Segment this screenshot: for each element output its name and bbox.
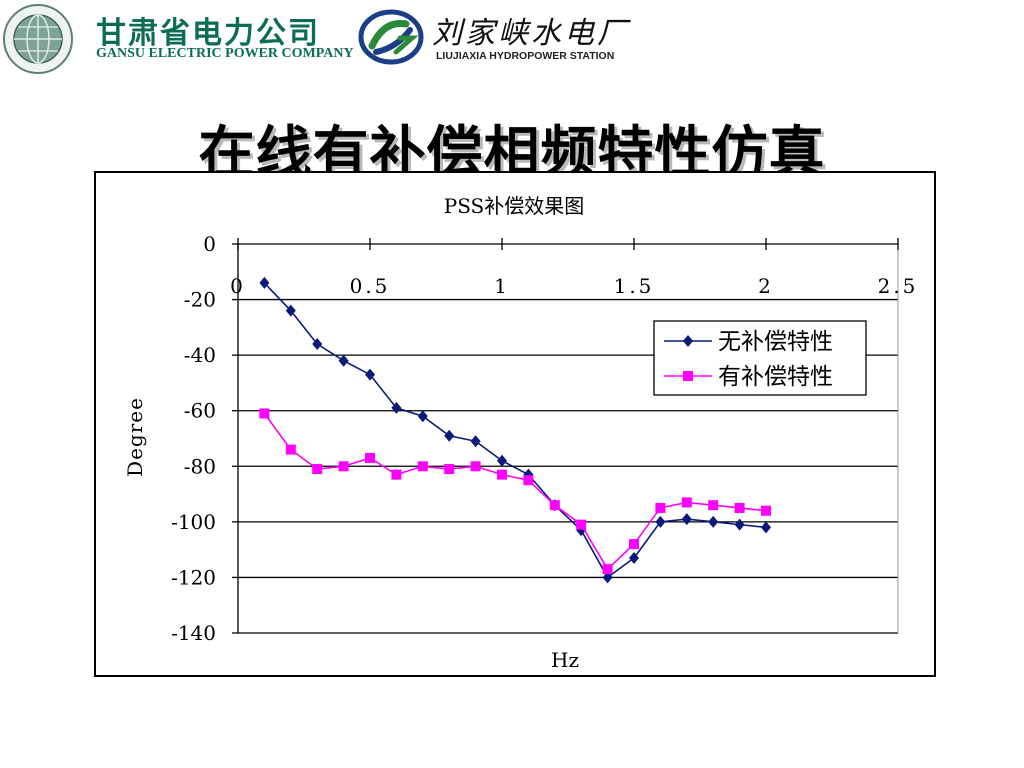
data-point [655, 515, 666, 528]
data-point [734, 502, 745, 513]
y-tick-label: -60 [184, 399, 216, 423]
data-point [391, 469, 402, 480]
station-name-cn: 刘家峡水电厂 [432, 16, 630, 51]
data-point [734, 518, 745, 531]
legend-label: 有补偿特性 [718, 364, 833, 390]
y-tick-label: -40 [184, 343, 216, 367]
chart-frame: PSS补偿效果图 Degree Hz 0 -20 -40 -60 -80 -100 -120… [94, 171, 936, 677]
pss-compensation-chart: PSS补偿效果图 Degree Hz 0 -20 -40 -60 -80 -100 -120… [123, 194, 919, 672]
gridlines [238, 243, 898, 634]
data-point [497, 469, 507, 480]
data-point [312, 464, 323, 475]
y-tick-label: -80 [184, 454, 216, 478]
series-2 [259, 408, 771, 575]
y-tick-label: -140 [171, 621, 216, 645]
data-point [338, 461, 349, 472]
data-point [681, 497, 692, 508]
axes: 0 -20 -40 -60 -80 -100 -120 -140 0 0.5 1 1.5 2 2.5 [171, 232, 919, 645]
data-point [655, 502, 666, 513]
data-point [285, 444, 296, 455]
station-name-en: LIUJIAXIA HYDROPOWER STATION [436, 50, 615, 62]
data-point [365, 368, 375, 381]
liujiaxia-swirl-icon [358, 9, 424, 65]
x-tick-label: 0 [230, 274, 246, 298]
data-point [285, 304, 296, 317]
data-point [629, 551, 639, 564]
legend-label: 无补偿特性 [718, 329, 833, 355]
chart-title: PSS补偿效果图 [444, 194, 585, 218]
data-point [576, 519, 587, 530]
y-tick-label: -120 [171, 565, 216, 589]
data-point [444, 464, 455, 475]
data-point [523, 475, 534, 486]
legend-marker [683, 371, 693, 381]
data-point [338, 354, 349, 367]
data-point [470, 435, 481, 448]
data-point [312, 338, 323, 351]
legend-box [653, 320, 867, 396]
y-tick-label: -100 [171, 510, 216, 534]
x-tick-label: 1 [494, 274, 510, 298]
data-point [761, 505, 771, 516]
data-point [365, 452, 375, 463]
data-point [602, 564, 613, 575]
company-name-en: GANSU ELECTRIC POWER COMPANY [96, 46, 354, 61]
data-point [761, 521, 771, 534]
x-axis-label: Hz [551, 648, 579, 672]
data-point [602, 571, 613, 584]
series-line [263, 413, 767, 571]
y-tick-label: 0 [203, 232, 216, 256]
x-tick-label: 1.5 [614, 274, 655, 298]
y-axis-label: Degree [123, 397, 147, 477]
header: 甘肃省电力公司 GANSU ELECTRIC POWER COMPANY 刘家峡… [0, 0, 1024, 78]
data-point [391, 401, 402, 414]
y-tick-label: -20 [184, 288, 216, 312]
data-point [259, 408, 270, 419]
x-tick-label: 2 [758, 274, 774, 298]
company-name-cn: 甘肃省电力公司 [96, 16, 320, 51]
data-point [497, 454, 507, 467]
data-point [681, 513, 692, 526]
data-point [444, 429, 455, 442]
data-point [417, 461, 428, 472]
x-tick-label: 0.5 [350, 274, 391, 298]
data-point [708, 500, 719, 511]
data-point [629, 539, 639, 550]
data-point [470, 461, 481, 472]
data-point [708, 515, 719, 528]
legend-marker [683, 335, 693, 347]
data-point [549, 500, 560, 511]
data-point [259, 276, 270, 289]
data-point [417, 410, 428, 423]
series-group [259, 276, 771, 584]
x-tick-label: 2.5 [878, 274, 919, 298]
state-grid-globe-icon [3, 4, 73, 74]
